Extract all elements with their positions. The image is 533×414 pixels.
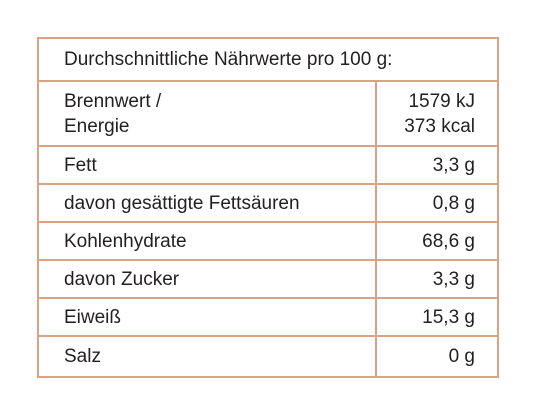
nutrient-label: Fett	[37, 145, 377, 185]
nutrient-label: Eiweiß	[37, 297, 377, 337]
nutrient-value: 0 g	[375, 335, 499, 378]
header-row: Durchschnittliche Nährwerte pro 100 g:	[37, 37, 499, 82]
nutrient-row: davon gesättigte Fettsäuren 0,8 g	[37, 183, 499, 223]
nutrient-label: Salz	[37, 335, 377, 378]
nutrient-row: Eiweiß 15,3 g	[37, 297, 499, 337]
cell-line: 373 kcal	[404, 115, 475, 137]
nutrient-value: 68,6 g	[375, 221, 499, 261]
nutrient-label: davon gesättigte Fettsäuren	[37, 183, 377, 223]
nutrient-value: 3,3 g	[375, 259, 499, 299]
cell-line: Energie	[64, 115, 130, 137]
cell-line: Brennwert /	[64, 90, 162, 112]
nutrient-value: 3,3 g	[375, 145, 499, 185]
cell-line: 1579 kJ	[408, 90, 475, 112]
nutrient-value: 15,3 g	[375, 297, 499, 337]
nutrient-label: Brennwert / Energie	[37, 80, 377, 147]
nutrient-row: davon Zucker 3,3 g	[37, 259, 499, 299]
table-body: Durchschnittliche Nährwerte pro 100 g: B…	[37, 37, 499, 378]
table-title: Durchschnittliche Nährwerte pro 100 g:	[37, 37, 499, 82]
nutrient-label: Kohlenhydrate	[37, 221, 377, 261]
nutrient-row: Salz 0 g	[37, 335, 499, 378]
nutrition-table: Durchschnittliche Nährwerte pro 100 g: B…	[37, 37, 499, 378]
nutrient-value: 0,8 g	[375, 183, 499, 223]
nutrient-label: davon Zucker	[37, 259, 377, 299]
nutrient-value: 1579 kJ 373 kcal	[375, 80, 499, 147]
nutrient-row: Brennwert / Energie 1579 kJ 373 kcal	[37, 80, 499, 147]
nutrient-row: Fett 3,3 g	[37, 145, 499, 185]
nutrient-row: Kohlenhydrate 68,6 g	[37, 221, 499, 261]
